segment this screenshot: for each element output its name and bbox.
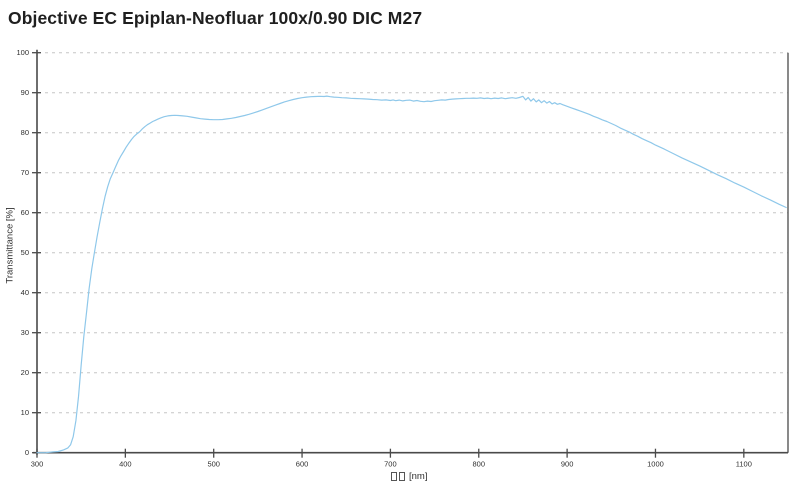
- y-tick-label-100: 100: [16, 48, 29, 57]
- series-transmittance-curve: [36, 95, 787, 454]
- y-tick-label-90: 90: [21, 88, 29, 97]
- x-axis-unit: [nm]: [409, 471, 428, 482]
- y-tick-label-10: 10: [21, 408, 29, 417]
- x-tick-label-800: 800: [473, 460, 486, 469]
- x-tick-label-400: 400: [119, 460, 132, 469]
- y-tick-label-70: 70: [21, 168, 29, 177]
- missing-glyph-icon: [399, 472, 405, 481]
- x-tick-label-700: 700: [384, 460, 397, 469]
- y-tick-label-20: 20: [21, 368, 29, 377]
- y-axis-title: Transmittance [%]: [4, 207, 16, 284]
- missing-glyph-icon: [391, 472, 397, 481]
- y-tick-label-30: 30: [21, 328, 29, 337]
- y-tick-label-40: 40: [21, 288, 29, 297]
- chart-title: Objective EC Epiplan-Neofluar 100x/0.90 …: [8, 8, 423, 28]
- x-tick-label-500: 500: [207, 460, 220, 469]
- y-tick-label-0: 0: [25, 448, 29, 457]
- x-tick-label-900: 900: [561, 460, 574, 469]
- x-tick-label-1000: 1000: [647, 460, 664, 469]
- y-tick-label-80: 80: [21, 128, 29, 137]
- x-axis-title: [nm]: [391, 471, 427, 482]
- x-tick-label-300: 300: [31, 460, 44, 469]
- y-tick-label-60: 60: [21, 208, 29, 217]
- x-tick-label-1100: 1100: [736, 460, 752, 469]
- x-tick-label-600: 600: [296, 460, 309, 469]
- y-tick-label-50: 50: [21, 248, 29, 257]
